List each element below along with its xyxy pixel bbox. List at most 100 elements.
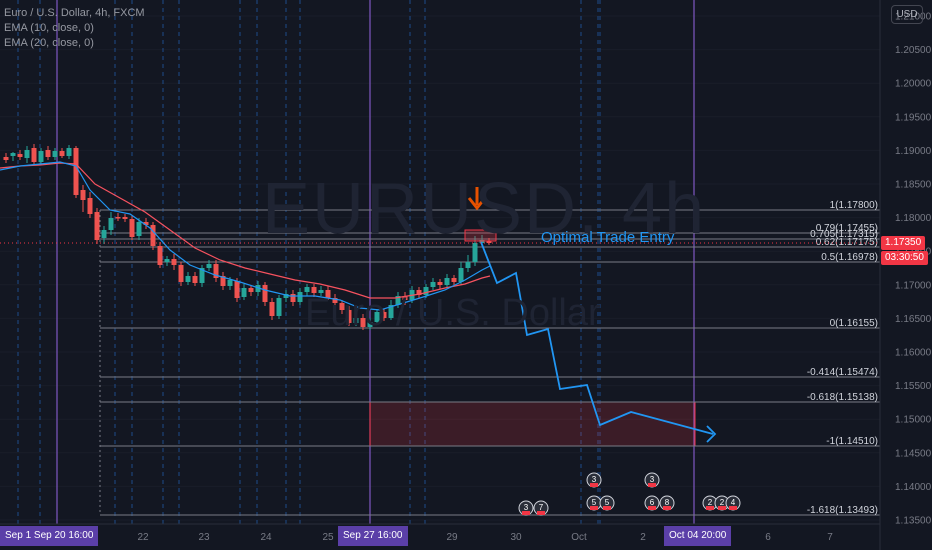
price-tick-label: 1.16500 (895, 314, 932, 325)
event-count: 5 (592, 498, 597, 507)
candle-body (416, 290, 422, 295)
price-tick-label: 1.15000 (895, 415, 932, 426)
price-tick-label: 1.19000 (895, 146, 932, 157)
candle-body (262, 285, 268, 302)
flag-icon (729, 506, 737, 510)
event-badge[interactable]: 7 (533, 500, 549, 516)
fib-level-label: 0.705(1.17315) (810, 229, 878, 240)
candle-body (367, 322, 373, 327)
currency-button[interactable]: USD (891, 5, 923, 24)
event-badge[interactable]: 5 (586, 495, 602, 511)
candle-body (451, 278, 457, 282)
price-tick-label: 1.18000 (895, 213, 932, 224)
last-price-tag: 1.17350 (881, 236, 926, 250)
event-badge[interactable]: 2 (702, 495, 718, 511)
candle-body (143, 222, 149, 225)
price-tick-label: 1.13500 (895, 516, 932, 527)
candle-body (234, 281, 240, 298)
candle-body (388, 305, 394, 318)
candle-body (241, 288, 247, 297)
candle-body (38, 151, 44, 162)
event-badge[interactable]: 3 (586, 472, 602, 488)
time-tick-label: Oct (571, 532, 587, 543)
fib-level-label: -0.414(1.15474) (807, 367, 878, 378)
economic-events[interactable]: 3 735 536 8 2 2 4 (518, 472, 741, 516)
time-tag-mid: Sep 27 16:00 (338, 526, 408, 546)
candle-body (178, 265, 184, 282)
symbol-title[interactable]: Euro / U.S. Dollar, 4h, FXCM (4, 7, 145, 19)
event-badge[interactable]: 8 (659, 495, 675, 511)
time-tick-label: 6 (765, 532, 771, 543)
event-count: 3 (524, 503, 529, 512)
time-tick-label: 22 (137, 532, 149, 543)
event-badge[interactable]: 3 (644, 472, 660, 488)
price-tick-label: 1.17000 (895, 280, 932, 291)
candle-body (80, 190, 86, 200)
event-badge[interactable]: 3 (518, 500, 534, 516)
fib-level-label: 0.62(1.17175) (816, 237, 878, 248)
time-tick-label: 2 (640, 532, 646, 543)
candle-body (206, 264, 212, 268)
candle-body (115, 217, 121, 219)
event-badge[interactable]: 2 (714, 495, 730, 511)
entry-box[interactable] (464, 229, 497, 242)
candle-body (87, 198, 93, 214)
fib-level-label: 0.5(1.16978) (821, 252, 878, 263)
candle-body (395, 296, 401, 305)
candle-body (458, 268, 464, 282)
candle-body (129, 219, 135, 237)
ema10-line (0, 161, 491, 311)
chart-legend: Euro / U.S. Dollar, 4h, FXCM EMA (10, cl… (4, 6, 145, 51)
candlesticks (3, 144, 492, 330)
candle-body (346, 310, 352, 323)
price-tick-label: 1.19500 (895, 112, 932, 123)
price-tick-label: 1.20000 (895, 79, 932, 90)
candle-body (45, 150, 51, 157)
fib-retracement[interactable]: 1(1.17800) 0.79(1.17455)0.705(1.17315)0.6… (99, 200, 880, 516)
flag-icon (648, 506, 656, 510)
candle-body (108, 218, 114, 230)
candle-body (164, 259, 170, 262)
event-count: 6 (650, 498, 655, 507)
candle-body (381, 312, 387, 318)
event-count: 2 (708, 498, 713, 507)
flag-icon (718, 506, 726, 510)
candle-body (290, 294, 296, 302)
time-tick-label: 7 (827, 532, 833, 543)
event-count: 7 (539, 503, 544, 512)
projection-path[interactable] (480, 241, 714, 435)
candle-body (199, 268, 205, 283)
event-count: 3 (650, 475, 655, 484)
fib-level-label: 1(1.17800) (830, 200, 878, 211)
candle-body (311, 287, 317, 293)
time-tag-right: Oct 04 20:00 (664, 526, 732, 546)
ema10-legend[interactable]: EMA (10, close, 0) (4, 22, 94, 34)
fib-level-label: -1(1.14510) (826, 436, 878, 447)
event-count: 3 (592, 475, 597, 484)
price-axis[interactable]: 1.21000 1.20500 1.20000 1.19500 1.19000 1.185… (895, 12, 932, 527)
fib-level-label: 0.79(1.17455) (816, 223, 878, 234)
candle-body (269, 302, 275, 316)
price-tick-label: 1.20500 (895, 45, 932, 56)
time-tick-label: 24 (260, 532, 272, 543)
ema20-legend[interactable]: EMA (20, close, 0) (4, 37, 94, 49)
candle-body (122, 217, 128, 219)
candle-body (423, 287, 429, 295)
candle-body (73, 148, 79, 195)
time-axis[interactable]: 222324252930Oct2567 (137, 532, 833, 543)
flag-icon (603, 506, 611, 510)
event-badge[interactable]: 5 (599, 495, 615, 511)
price-tick-label: 1.21000 (895, 12, 932, 23)
projection-arrow-head (706, 425, 717, 443)
flag-icon (537, 511, 545, 515)
candle-body (318, 290, 324, 293)
bar-countdown-tag: 03:30:50 (881, 251, 928, 265)
candle-body (52, 151, 58, 157)
price-tick-label: 1.16000 (895, 348, 932, 359)
candle-body (185, 276, 191, 282)
event-badge[interactable]: 4 (725, 495, 741, 511)
grid-lines (0, 15, 880, 521)
fib-level-label: 0(1.16155) (830, 318, 878, 329)
event-badge[interactable]: 6 (644, 495, 660, 511)
